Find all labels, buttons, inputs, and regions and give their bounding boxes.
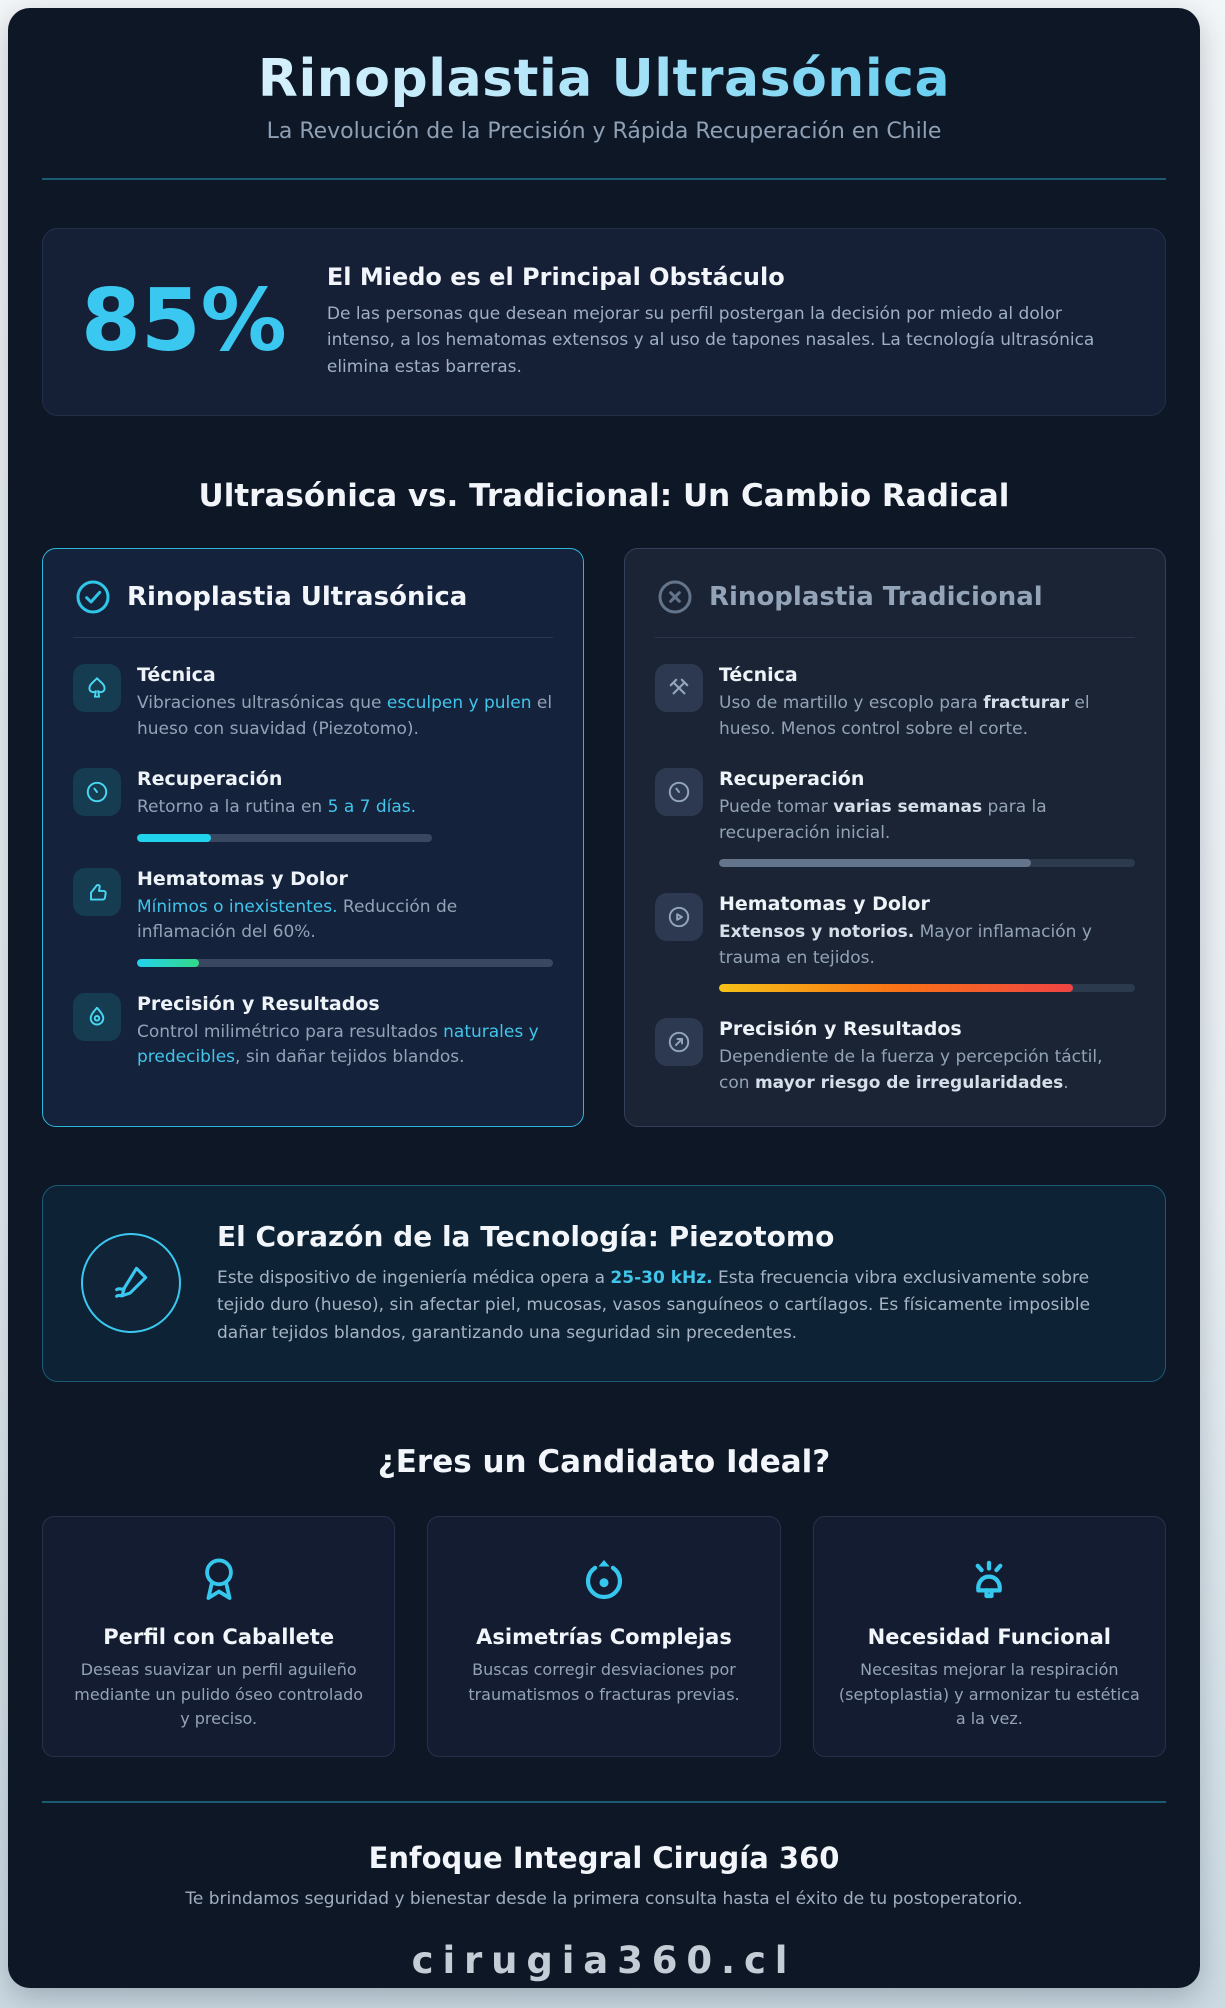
comparison-heading: Ultrasónica vs. Tradicional: Un Cambio R… [198, 478, 1010, 515]
stat-card: 85% El Miedo es el Principal Obstáculo D… [42, 227, 1166, 417]
divider [655, 637, 1135, 639]
award-icon [67, 1551, 370, 1609]
item-title: Recuperación [137, 768, 283, 791]
technology-body: Este dispositivo de ingeniería médica op… [217, 1268, 1091, 1343]
comparison-grid: Rinoplastia Ultrasónica Técnica Vibracio… [42, 548, 1166, 1128]
list-item-tecnica: Técnica Vibraciones ultrasónicas que esc… [73, 664, 553, 742]
item-text: Puede tomar varias semanas para la recup… [719, 797, 1047, 843]
item-text: Retorno a la rutina en 5 a 7 días. [137, 797, 417, 818]
list-item-recuperacion: Recuperación Retorno a la rutina en 5 a … [73, 768, 553, 842]
item-text: Vibraciones ultrasónicas que esculpen y … [137, 693, 553, 739]
item-title: Precisión y Resultados [137, 992, 380, 1015]
page-subtitle: La Revolución de la Precisión y Rápida R… [266, 118, 942, 144]
arrow-up-right-circle-icon [655, 1018, 703, 1067]
page-title: Rinoplastia Ultrasónica [42, 52, 1166, 107]
item-text: Extensos y notorios. Mayor inflamación y… [719, 922, 1092, 968]
item-title: Precisión y Resultados [719, 1018, 962, 1041]
progress-track [719, 984, 1135, 993]
item-title: Hematomas y Dolor [137, 867, 348, 890]
candidate-body: Deseas suavizar un perfil aguileño media… [74, 1659, 364, 1729]
infographic-page: Rinoplastia Ultrasónica La Revolución de… [8, 8, 1200, 1988]
candidates-heading: ¿Eres un Candidato Ideal? [377, 1443, 831, 1480]
list-item-hematomas: Hematomas y Dolor Mínimos o inexistentes… [73, 867, 553, 967]
progress-fill [137, 833, 211, 842]
item-text: Uso de martillo y escoplo para fracturar… [719, 693, 1090, 739]
traditional-card: Rinoplastia Tradicional Técnica Uso de m… [624, 548, 1166, 1128]
candidate-card-funcional: Necesidad Funcional Necesitas mejorar la… [812, 1515, 1166, 1758]
item-title: Técnica [137, 664, 216, 687]
crossed-hammers-icon [655, 664, 703, 713]
footer-heading: Enfoque Integral Cirugía 360 [368, 1841, 840, 1876]
item-text: Dependiente de la fuerza y percepción tá… [719, 1047, 1103, 1093]
clock-icon [73, 768, 121, 817]
item-text: Mínimos o inexistentes. Reducción de inf… [137, 896, 458, 943]
list-item-precision: Precisión y Resultados Control milimétri… [73, 992, 553, 1071]
check-circle-icon [73, 577, 113, 617]
list-item-recuperacion: Recuperación Puede tomar varias semanas … [655, 768, 1135, 868]
stat-value: 85% [81, 271, 287, 372]
candidate-title: Asimetrías Complejas [476, 1624, 732, 1649]
divider [73, 637, 553, 639]
nose-breath-icon [838, 1551, 1141, 1609]
traditional-card-title: Rinoplastia Tradicional [709, 582, 1043, 613]
technology-heading: El Corazón de la Tecnología: Piezotomo [217, 1220, 835, 1254]
ultrasonic-card: Rinoplastia Ultrasónica Técnica Vibracio… [42, 548, 584, 1128]
progress-fill [137, 958, 200, 967]
target-dot-icon [452, 1551, 755, 1609]
progress-track [719, 859, 1135, 868]
candidate-body: Buscas corregir desviaciones por traumat… [468, 1659, 740, 1704]
item-text: Control milimétrico para resultados natu… [137, 1021, 539, 1068]
progress-track [137, 958, 553, 967]
item-title: Técnica [719, 664, 798, 687]
play-circle-icon [655, 893, 703, 942]
list-item-precision: Precisión y Resultados Dependiente de la… [655, 1018, 1135, 1096]
thumbs-up-icon [73, 867, 121, 916]
list-item-hematomas: Hematomas y Dolor Extensos y notorios. M… [655, 893, 1135, 993]
progress-track [137, 833, 433, 842]
item-title: Recuperación [719, 768, 865, 791]
candidate-title: Necesidad Funcional [867, 1624, 1111, 1649]
droplet-target-icon [73, 992, 121, 1041]
candidate-card-asimetrias: Asimetrías Complejas Buscas corregir des… [427, 1515, 781, 1758]
candidate-body: Necesitas mejorar la respiración (septop… [838, 1659, 1140, 1729]
clock-icon [655, 768, 703, 817]
footer-domain: cirugia360.cl [411, 1939, 797, 1983]
x-circle-icon [655, 577, 695, 617]
list-item-tecnica: Técnica Uso de martillo y escoplo para f… [655, 664, 1135, 742]
footer: Enfoque Integral Cirugía 360 Te brindamo… [42, 1801, 1166, 1982]
spade-icon [73, 664, 121, 713]
header: Rinoplastia Ultrasónica La Revolución de… [42, 52, 1166, 180]
stat-body: De las personas que desean mejorar su pe… [326, 303, 1095, 378]
technology-card: El Corazón de la Tecnología: Piezotomo E… [42, 1185, 1166, 1382]
stat-heading: El Miedo es el Principal Obstáculo [326, 262, 785, 291]
candidate-card-caballete: Perfil con Caballete Deseas suavizar un … [42, 1515, 396, 1758]
piezotome-icon [81, 1233, 181, 1334]
item-title: Hematomas y Dolor [719, 893, 930, 916]
candidates-grid: Perfil con Caballete Deseas suavizar un … [42, 1515, 1166, 1758]
candidate-title: Perfil con Caballete [103, 1624, 335, 1649]
progress-fill [719, 984, 1073, 993]
ultrasonic-card-title: Rinoplastia Ultrasónica [127, 582, 468, 613]
footer-body: Te brindamos seguridad y bienestar desde… [185, 1889, 1023, 1910]
progress-fill [719, 859, 1031, 868]
